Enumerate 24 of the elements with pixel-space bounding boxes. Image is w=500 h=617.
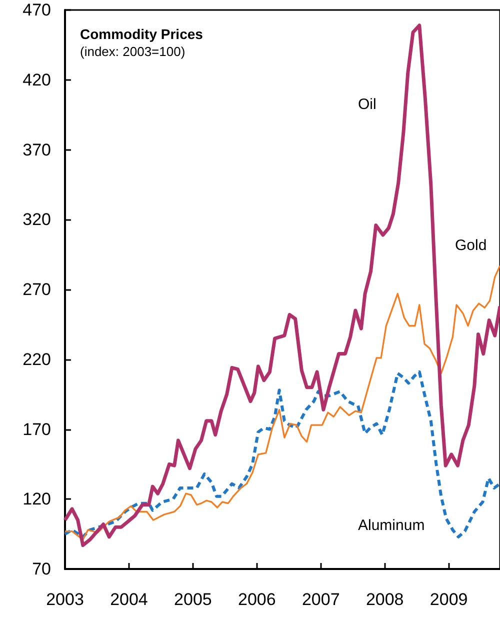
y-tick-label: 420 [22, 70, 51, 90]
y-tick-label: 320 [22, 210, 51, 230]
y-tick-label: 120 [22, 490, 51, 509]
series-label: Aluminum [358, 517, 425, 534]
line-series [64, 264, 500, 540]
y-tick-label: 470 [22, 0, 51, 20]
y-tick-label: 370 [22, 140, 51, 160]
y-tick-label: 270 [22, 280, 51, 299]
x-tick-label: 2004 [110, 590, 148, 609]
x-tick-label: 2005 [174, 590, 212, 609]
line-series [64, 370, 500, 538]
y-tick-label: 70 [32, 560, 51, 578]
x-tick-label: 2003 [46, 590, 84, 609]
series-label: Gold [455, 237, 487, 254]
text: (index: 2003=100) [80, 44, 186, 59]
line-series [63, 24, 500, 547]
y-tick-label: 220 [22, 350, 51, 369]
x-tick-label: 2006 [238, 590, 276, 609]
x-tick-label: 2008 [366, 590, 404, 609]
series-label: Oil [358, 96, 376, 113]
text: Commodity Prices [80, 26, 204, 42]
x-tick-label: 2009 [430, 590, 468, 609]
x-tick-label: 2007 [302, 590, 340, 609]
y-tick-label: 170 [22, 420, 51, 439]
